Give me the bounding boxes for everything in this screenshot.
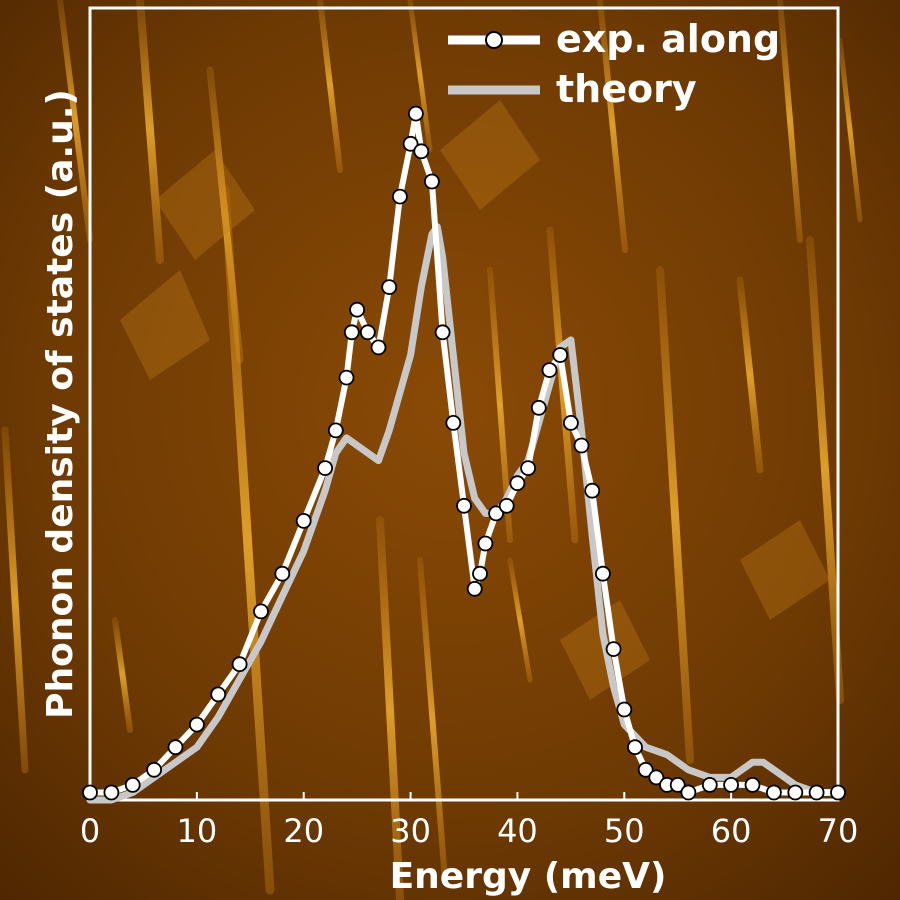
exp-data-point <box>723 777 739 793</box>
exp-data-point <box>466 580 483 597</box>
x-tick-label: 20 <box>283 812 324 850</box>
exp-data-point <box>146 761 163 778</box>
exp-data-point <box>541 362 558 379</box>
x-tick-label: 50 <box>604 812 645 850</box>
exp-data-point <box>530 399 547 416</box>
exp-data-point <box>317 460 334 477</box>
exp-data-point <box>327 422 344 439</box>
exp-data-point <box>167 739 184 756</box>
exp-data-point <box>188 716 205 733</box>
exp-data-point <box>456 497 472 514</box>
exp-data-point <box>359 324 376 341</box>
exp-data-point <box>253 603 269 620</box>
exp-data-point <box>370 339 387 356</box>
exp-data-point <box>605 641 622 657</box>
exp-data-point <box>434 324 451 341</box>
exp-data-point <box>627 739 643 756</box>
exp-data-point <box>616 701 633 718</box>
exp-data-point <box>808 784 825 801</box>
x-tick-label: 0 <box>80 812 100 850</box>
exp-data-point <box>349 301 366 318</box>
x-tick-label: 30 <box>390 812 431 850</box>
theory-line <box>86 223 842 804</box>
exp-data-point <box>477 535 494 552</box>
exp-data-point <box>391 188 408 205</box>
theory-series <box>86 223 842 804</box>
exp-data-point <box>648 769 665 786</box>
legend: exp. along theory <box>448 17 780 111</box>
exp-data-point <box>637 761 654 778</box>
x-axis-label: Energy (meV) <box>390 856 667 897</box>
exp-data-point <box>381 279 398 296</box>
exp-series <box>82 105 846 801</box>
exp-data-point <box>552 347 569 363</box>
exp-data-point <box>103 784 120 801</box>
y-axis-label: Phonon density of states (a.u.) <box>40 89 81 719</box>
exp-data-point <box>563 414 579 431</box>
x-axis-ticks: 0 10 20 30 40 50 60 70 <box>80 792 859 850</box>
exp-data-point <box>701 777 718 793</box>
exp-data-point <box>423 173 440 190</box>
exp-data-point <box>488 505 505 522</box>
exp-data-point <box>413 143 430 160</box>
exp-data-point <box>744 777 761 793</box>
exp-data-point <box>509 475 526 492</box>
x-tick-label: 70 <box>818 812 859 850</box>
exp-data-point <box>472 565 488 582</box>
exp-data-point <box>669 777 686 793</box>
exp-data-point <box>124 777 141 793</box>
exp-data-point <box>573 437 590 454</box>
exp-data-point <box>210 686 227 703</box>
exp-data-point <box>82 784 98 801</box>
exp-data-point <box>295 513 312 529</box>
exp-data-point <box>520 460 536 477</box>
exp-data-point <box>766 784 782 801</box>
exp-data-point <box>407 105 424 122</box>
x-tick-label: 40 <box>497 812 538 850</box>
exp-data-point <box>338 369 355 386</box>
exp-data-point <box>787 784 804 801</box>
legend-exp-label: exp. along <box>556 17 780 61</box>
exp-data-point <box>343 324 360 341</box>
x-tick-label: 60 <box>711 812 752 850</box>
exp-data-point <box>274 565 291 582</box>
exp-data-point <box>680 784 697 801</box>
legend-theory-label: theory <box>556 67 697 111</box>
exp-data-point <box>498 497 515 514</box>
legend-exp-marker <box>485 31 503 49</box>
x-tick-label: 10 <box>176 812 217 850</box>
exp-data-point <box>595 565 611 582</box>
exp-data-point <box>830 784 846 801</box>
exp-data-point <box>584 482 601 499</box>
plot-frame <box>88 6 840 802</box>
exp-data-point <box>402 135 419 152</box>
exp-data-point <box>231 656 248 673</box>
exp-data-point <box>445 414 462 431</box>
